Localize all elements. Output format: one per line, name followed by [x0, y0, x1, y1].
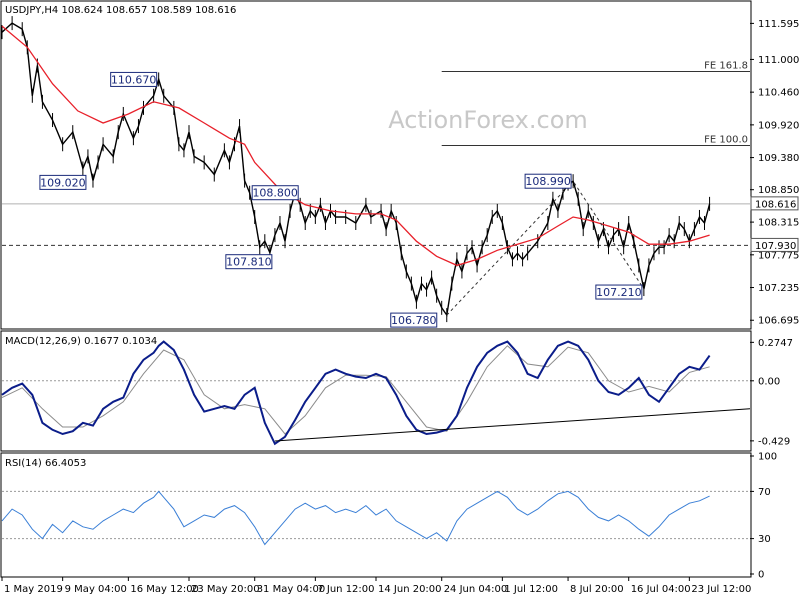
price-tick-label: 107.235: [758, 283, 799, 294]
zigzag-line: [446, 180, 645, 316]
moving-average-line: [1, 25, 710, 267]
axes-layer: 111.595 111.000 110.460 109.920 109.380 108.8…: [1, 19, 799, 595]
price-tick-label: 109.380: [758, 153, 799, 164]
rsi-title: RSI(14) 66.4053: [5, 458, 86, 469]
date-tick-label: 23 Jul 12:00: [691, 584, 751, 595]
date-tick-label: 16 Jul 04:00: [631, 584, 691, 595]
date-tick-label: 23 May 20:00: [191, 584, 260, 595]
macd-tick-label: 0.2747: [758, 338, 793, 349]
swing-callout-label: 108.800: [252, 187, 298, 200]
macd-tick-label: 0.00: [758, 376, 780, 387]
date-tick-label: 14 Jun 20:00: [378, 584, 442, 595]
macd-main-line: [1, 340, 711, 446]
price-tick-label: 107.775: [758, 250, 799, 261]
series-layer: [1, 16, 751, 546]
price-tag-box: [750, 237, 799, 252]
labels-layer: 110.670 109.020 108.800 107.810 108.990 106.7…: [39, 71, 643, 328]
price-pane-frame: [0, 0, 752, 330]
macd-signal-line: [1, 345, 710, 435]
rsi-line: [1, 490, 710, 546]
price-tick-label: 106.695: [758, 316, 799, 327]
watermark: ActionForex.com: [388, 106, 588, 134]
swing-callout-box: [110, 71, 158, 87]
date-tick-label: 1 May 2019: [4, 584, 63, 595]
price-series: [1, 22, 711, 317]
swing-callout-box: [524, 173, 572, 189]
price-header: USDJPY,H4 108.624 108.657 108.589 108.61…: [5, 5, 236, 16]
price-tag-label: 107.930: [755, 241, 796, 252]
grid-layer: [2, 380, 750, 540]
date-tick-label: 16 May 12:00: [130, 584, 199, 595]
rsi-tick-label: 70: [758, 487, 771, 498]
macd-tick-label: -0.429: [758, 436, 790, 447]
swing-callout-box: [251, 185, 299, 201]
rsi-tick-label: 30: [758, 534, 771, 545]
swing-callout-label: 110.670: [111, 73, 157, 86]
macd-trendline: [274, 408, 751, 442]
price-tick-label: 108.315: [758, 218, 799, 229]
swing-callout-box: [390, 312, 438, 328]
price-tick-label: 111.000: [758, 55, 799, 66]
date-tick-label: 31 May 04:00: [257, 584, 326, 595]
price-tag-label: 108.616: [755, 199, 796, 210]
rsi-tick-label: 0: [758, 570, 764, 581]
price-tick-label: 109.920: [758, 120, 799, 131]
price-tag-box: [750, 196, 799, 211]
date-tick-label: 1 Jul 12:00: [504, 584, 558, 595]
swing-callout-label: 107.210: [596, 286, 642, 299]
swing-callout-box: [595, 284, 643, 300]
swing-callout-box: [39, 174, 87, 190]
fe-level-label: FE 161.8: [704, 61, 748, 72]
price-tick-label: 108.850: [758, 185, 799, 196]
macd-title: MACD(12,26,9) 0.1677 0.1034: [5, 336, 157, 347]
levels-layer: FE 161.8 FE 100.0: [2, 61, 750, 246]
swing-callout-box: [225, 254, 273, 270]
date-tick-label: 8 Jul 20:00: [570, 584, 624, 595]
date-tick-label: 24 Jun 04:00: [444, 584, 508, 595]
date-tick-label: 9 May 04:00: [65, 584, 127, 595]
swing-callout-label: 106.780: [391, 314, 437, 327]
date-tick-label: 7 Jun 12:00: [317, 584, 374, 595]
swing-callout-label: 107.810: [226, 256, 272, 269]
price-tick-label: 111.595: [758, 19, 799, 30]
fe-level-label: FE 100.0: [704, 134, 748, 145]
swing-callout-label: 108.990: [525, 175, 571, 188]
rsi-tick-label: 100: [758, 452, 777, 463]
macd-pane-frame: [0, 330, 752, 452]
swing-callout-label: 109.020: [40, 176, 86, 189]
price-tick-label: 110.460: [758, 88, 799, 99]
